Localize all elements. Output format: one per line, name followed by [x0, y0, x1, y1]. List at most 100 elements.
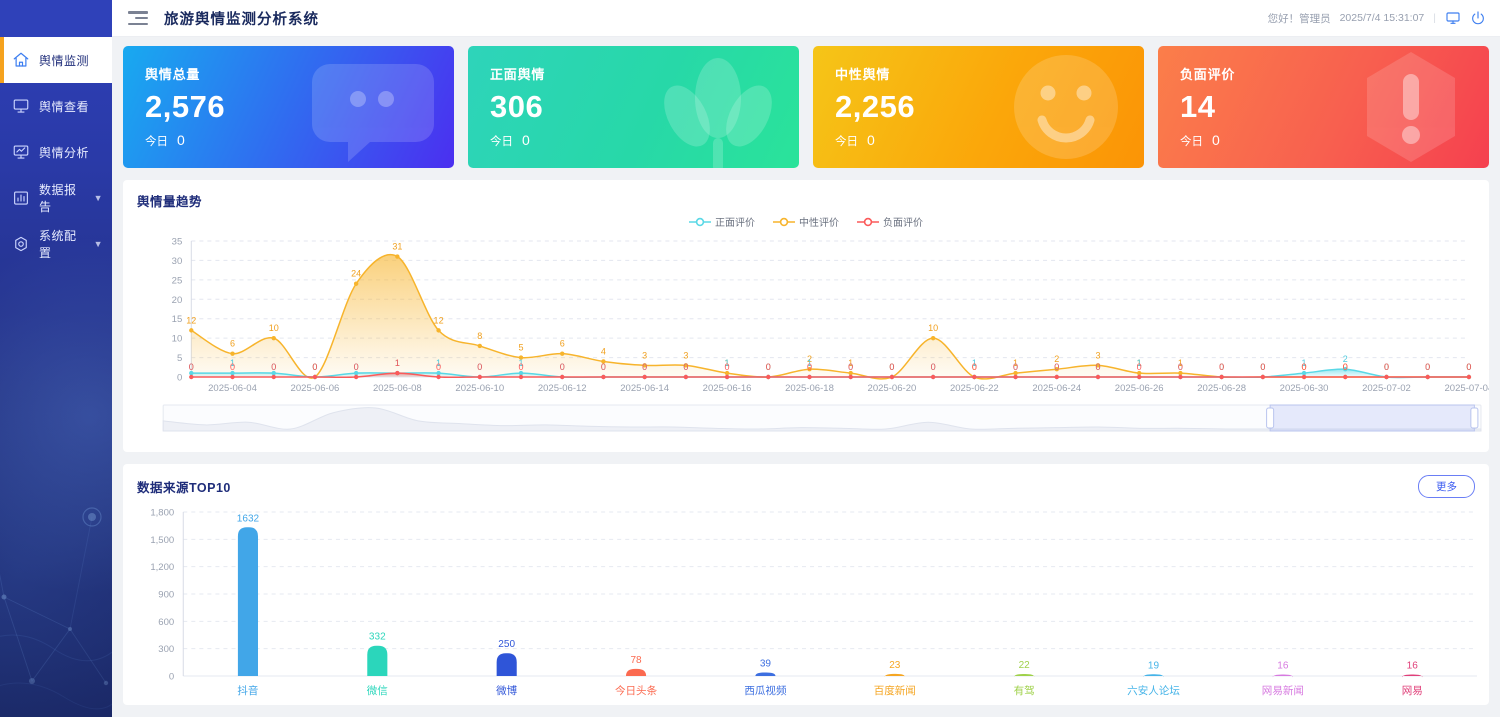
kpi-subline: 今日 0	[1180, 132, 1489, 149]
monitor-icon[interactable]	[1445, 10, 1461, 26]
svg-text:0: 0	[766, 362, 771, 372]
kpi-label: 中性舆情	[835, 67, 891, 82]
legend-item-negative[interactable]: 负面评价	[857, 214, 923, 229]
kpi-today-value: 0	[1212, 132, 1220, 148]
source-panel-header: 数据来源TOP10 更多	[123, 464, 1489, 498]
kpi-value: 14	[1180, 89, 1216, 124]
kpi-card-neutral[interactable]: 中性舆情 2,256 今日 0	[813, 46, 1144, 168]
svg-text:900: 900	[158, 590, 174, 601]
svg-text:六安人论坛: 六安人论坛	[1127, 684, 1180, 697]
svg-text:1632: 1632	[237, 513, 260, 524]
svg-text:2025-06-22: 2025-06-22	[950, 383, 999, 394]
svg-text:30: 30	[172, 256, 183, 267]
kpi-label: 正面舆情	[490, 67, 546, 82]
sidebar-item-xitong-peizhi[interactable]: 系统配置 ▼	[0, 221, 112, 267]
svg-text:2025-06-04: 2025-06-04	[208, 383, 257, 394]
sidebar: 舆情监测 舆情查看 舆情分析	[0, 0, 112, 717]
svg-text:3: 3	[642, 350, 647, 360]
svg-text:0: 0	[1260, 362, 1265, 372]
svg-text:0: 0	[1095, 362, 1100, 372]
gear-icon	[12, 235, 30, 253]
legend-marker-icon	[689, 217, 711, 226]
sidebar-item-shuju-baogao[interactable]: 数据报告 ▼	[0, 175, 112, 221]
svg-text:0: 0	[312, 362, 317, 372]
svg-text:0: 0	[518, 362, 523, 372]
svg-text:12: 12	[186, 315, 196, 325]
svg-text:0: 0	[1302, 362, 1307, 372]
sidebar-item-yuqing-jiance[interactable]: 舆情监测	[0, 37, 112, 83]
sidebar-item-yuqing-fenxi[interactable]: 舆情分析	[0, 129, 112, 175]
svg-text:2025-06-06: 2025-06-06	[291, 383, 340, 394]
svg-text:0: 0	[271, 362, 276, 372]
svg-text:2: 2	[1343, 354, 1348, 364]
kpi-today-value: 0	[867, 132, 875, 148]
svg-text:1: 1	[725, 358, 730, 368]
svg-text:35: 35	[172, 237, 183, 248]
svg-text:2: 2	[807, 354, 812, 364]
sidebar-item-yuqing-chakan[interactable]: 舆情查看	[0, 83, 112, 129]
sidebar-decoration	[0, 507, 112, 710]
svg-text:20: 20	[172, 295, 183, 306]
source-panel: 数据来源TOP10 更多 0 300 600 900 1,200 1,500 1,800 16…	[123, 464, 1489, 705]
svg-text:1: 1	[395, 358, 400, 368]
kpi-card-total[interactable]: 舆情总量 2,576 今日 0	[123, 46, 454, 168]
svg-text:0: 0	[889, 362, 894, 372]
svg-text:0: 0	[1302, 362, 1307, 372]
kpi-today-label: 今日	[835, 136, 858, 148]
menu-toggle-icon[interactable]	[128, 11, 148, 25]
more-button[interactable]: 更多	[1418, 475, 1475, 498]
svg-text:2025-06-10: 2025-06-10	[455, 383, 504, 394]
kpi-card-negative[interactable]: 负面评价 14 今日 0	[1158, 46, 1489, 168]
svg-text:0: 0	[601, 362, 606, 372]
svg-text:1: 1	[518, 358, 523, 368]
legend-item-neutral[interactable]: 中性评价	[773, 214, 839, 229]
svg-text:微信: 微信	[367, 684, 388, 697]
svg-text:0: 0	[189, 362, 194, 372]
legend-item-positive[interactable]: 正面评价	[689, 214, 755, 229]
trend-chart[interactable]: 0 5 10 15 20 25 30 35 2025-06-04 2025-06-06 2025-0…	[123, 229, 1489, 451]
svg-text:15: 15	[172, 314, 183, 325]
svg-text:6: 6	[230, 339, 235, 349]
source-bar-chart[interactable]: 0 300 600 900 1,200 1,500 1,800 1632 抖音 332 微信 250 微…	[123, 498, 1489, 705]
legend-label: 正面评价	[715, 218, 755, 229]
kpi-card-positive[interactable]: 正面舆情 306 今日 0	[468, 46, 799, 168]
svg-text:1: 1	[230, 358, 235, 368]
svg-text:0: 0	[766, 362, 771, 372]
svg-text:1,800: 1,800	[150, 508, 174, 519]
svg-text:1,200: 1,200	[150, 562, 174, 573]
kpi-today-label: 今日	[490, 136, 513, 148]
svg-text:0: 0	[1425, 362, 1430, 372]
svg-text:0: 0	[1137, 362, 1142, 372]
svg-text:0: 0	[560, 362, 565, 372]
svg-text:0: 0	[683, 362, 688, 372]
home-icon	[12, 51, 30, 69]
svg-text:0: 0	[1219, 362, 1224, 372]
kpi-today-label: 今日	[145, 136, 168, 148]
kpi-card-row: 舆情总量 2,576 今日 0 正面舆情	[123, 46, 1489, 168]
svg-text:0: 0	[1054, 362, 1059, 372]
svg-text:1: 1	[1137, 358, 1142, 368]
svg-text:0: 0	[1178, 362, 1183, 372]
svg-text:网易新闻: 网易新闻	[1262, 684, 1304, 697]
svg-text:0: 0	[1425, 362, 1430, 372]
svg-text:0: 0	[1260, 362, 1265, 372]
svg-text:5: 5	[177, 353, 182, 364]
svg-text:0: 0	[972, 362, 977, 372]
svg-text:0: 0	[354, 362, 359, 372]
svg-text:1: 1	[1137, 358, 1142, 368]
top-header: 旅游舆情监测分析系统 您好！管理员 2025/7/4 15:31:07 |	[112, 0, 1500, 37]
svg-text:25: 25	[172, 275, 183, 286]
svg-text:0: 0	[312, 362, 317, 372]
svg-text:微博: 微博	[496, 684, 518, 697]
svg-text:12: 12	[434, 315, 444, 325]
kpi-label: 负面评价	[1180, 67, 1236, 82]
svg-text:2025-06-12: 2025-06-12	[538, 383, 587, 394]
kpi-value: 2,256	[835, 89, 916, 124]
svg-text:16: 16	[1407, 661, 1419, 672]
svg-text:0: 0	[1260, 362, 1265, 372]
svg-text:1: 1	[972, 358, 977, 368]
trend-panel-header: 舆情量趋势	[123, 180, 1489, 210]
svg-text:2: 2	[1054, 354, 1059, 364]
power-icon[interactable]	[1470, 10, 1486, 26]
svg-text:23: 23	[889, 660, 901, 671]
